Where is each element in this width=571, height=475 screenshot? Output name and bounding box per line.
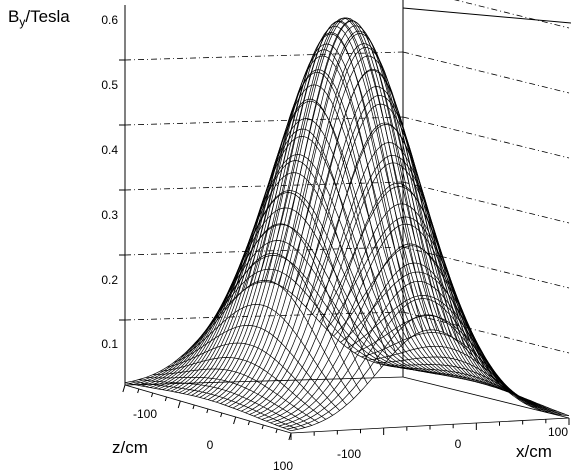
y-tick-mark [164,396,167,402]
z-tick-label: 0.2 [101,273,118,287]
base-back-right-edge [402,376,570,419]
x-tick-label: 100 [548,425,568,439]
mesh-line-z [182,55,462,394]
mesh-line-z [212,20,491,402]
mesh-line-z [203,17,483,399]
grid-line-left-wall [124,311,404,321]
mesh-line-z [129,268,408,384]
z-tick-label: 0.5 [101,78,118,92]
y-tick-mark [137,388,140,394]
y-tick-mark [220,412,223,418]
mesh-line-x [152,368,319,423]
y-tick-mark [192,404,195,410]
y-tick-label: 0 [207,438,214,452]
mesh-line-z [199,20,478,398]
z-tick-label: 0.4 [101,143,118,157]
grid-line-left-wall [124,246,404,256]
base-back-left-edge [124,376,404,386]
mesh-line-z [158,154,437,390]
surface-mesh [124,17,570,432]
mesh-line-z [153,172,433,389]
y-tick-mark [206,408,209,414]
y-tick-mark [247,420,250,426]
mesh-line-z [207,17,487,401]
mesh-line-z [253,162,532,417]
mesh-line-z [178,69,458,394]
y-tick-mark [122,384,126,393]
mesh-line-z [162,136,441,391]
y-tick-mark [177,400,181,409]
mesh-line-z [166,118,445,391]
grid-line-left-wall [124,51,404,61]
y-tick-mark [261,424,264,430]
grid-line-right-wall [453,0,570,29]
top-edge-line [402,7,571,24]
mesh-line-z [187,43,466,395]
mesh-line-z [220,33,499,404]
mesh-line-z [224,43,503,406]
mesh-line-z [278,280,557,427]
axis-ticks [119,59,570,441]
x-tick-label: -100 [337,447,361,461]
mesh-line-z [149,190,428,388]
mesh-line-z [124,281,404,384]
x-tick-label: 0 [455,437,462,451]
y-tick-mark [288,432,292,441]
y-tick-mark [233,416,237,425]
z-tick-label: 0.3 [101,208,118,222]
mesh-line-z [236,86,516,410]
mesh-line-z [195,25,474,397]
grid-line-right-wall [402,246,570,289]
mesh-line-z [282,298,561,428]
x-axis-title: x/cm [516,442,552,461]
z-tick-label: 0.6 [101,13,118,27]
mesh-line-z [191,33,470,396]
grid-line-right-wall [402,51,570,94]
mesh-line-z [232,69,512,409]
z-tick-label: 0.1 [101,337,118,351]
y-tick-mark [150,392,154,398]
mesh-line-z [274,262,553,425]
mesh-line-x [326,216,493,378]
z-axis-title: By/Tesla [8,7,70,29]
grid-line-right-wall [402,181,570,224]
mesh-line-z [290,329,570,432]
mesh-line-z [286,314,565,430]
mesh-line-z [174,84,453,393]
mesh-line-z [245,122,524,414]
y-tick-mark [275,428,278,434]
y-tick-label: -100 [133,407,157,421]
grid-line-left-wall [124,116,404,126]
mesh-line-z [216,25,495,403]
grid-line-right-wall [402,116,570,159]
mesh-line-z [170,100,449,392]
mesh-line-x [173,325,340,411]
axis-frame [124,0,571,434]
y-axis-title: z/cm [112,438,148,457]
mesh-line-z [241,103,520,412]
y-tick-label: 100 [273,459,293,473]
grid-line-left-wall [124,181,404,191]
mesh-line-x [249,32,417,335]
mesh-line-z [133,255,412,385]
mesh-line-z [145,207,424,388]
